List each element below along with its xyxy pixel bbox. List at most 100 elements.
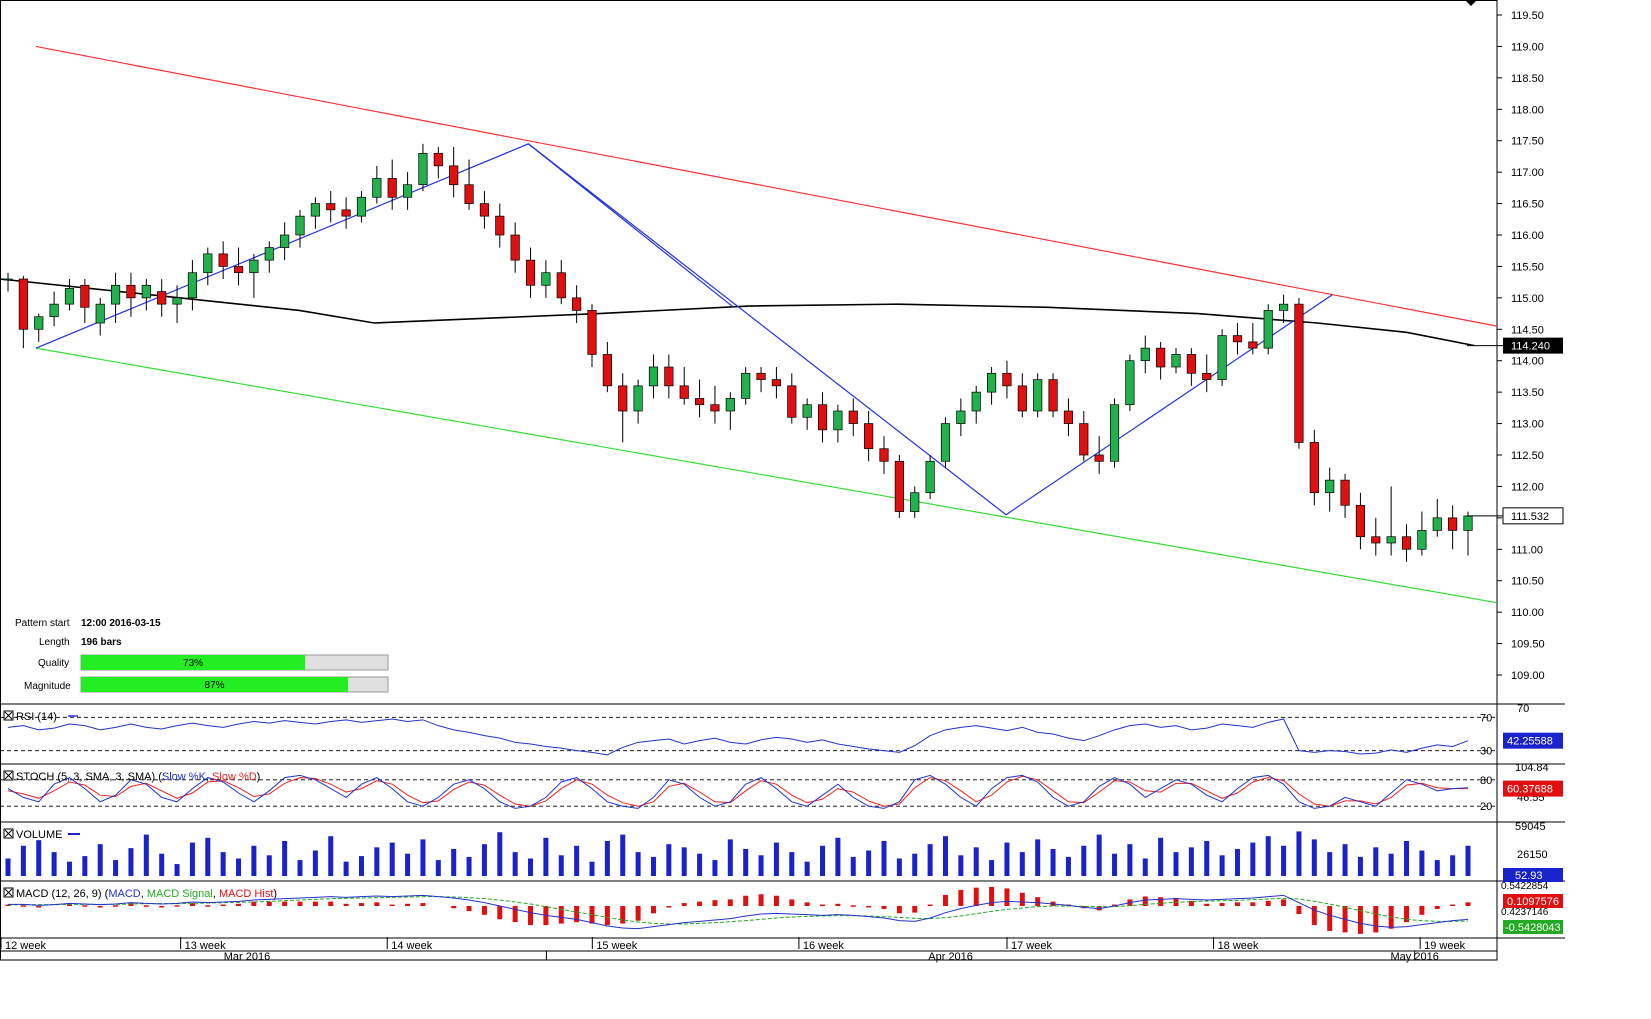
volume-bar bbox=[481, 844, 487, 876]
candle-body bbox=[403, 184, 413, 198]
price-tick-label: 112.50 bbox=[1511, 450, 1544, 462]
volume-bar bbox=[1173, 852, 1179, 876]
candle-body bbox=[233, 266, 244, 274]
candle-body bbox=[556, 272, 566, 299]
volume-bar bbox=[466, 856, 472, 876]
stoch-d-line bbox=[7, 775, 1468, 807]
volume-bar bbox=[251, 845, 257, 876]
volume-bar bbox=[942, 836, 948, 876]
candle bbox=[172, 285, 182, 323]
candle-body bbox=[1401, 536, 1412, 550]
candle-body bbox=[664, 366, 674, 387]
candle bbox=[418, 143, 428, 191]
macd-hist-bar bbox=[1404, 906, 1410, 923]
candle bbox=[264, 241, 274, 273]
quality-bar-fill bbox=[81, 655, 306, 670]
price-tick-label: 115.00 bbox=[1511, 293, 1544, 305]
candle bbox=[310, 197, 320, 229]
candle-body bbox=[1309, 442, 1319, 494]
volume-bar bbox=[528, 858, 534, 876]
candle-body bbox=[1294, 303, 1304, 443]
candle bbox=[710, 385, 720, 424]
volume-bar bbox=[1373, 847, 1379, 876]
volume-value-box bbox=[1503, 868, 1563, 882]
candle-body bbox=[987, 372, 997, 393]
candle-body bbox=[111, 284, 121, 305]
candle-body bbox=[971, 391, 981, 412]
candle-body bbox=[3, 278, 13, 281]
volume-bar bbox=[236, 858, 242, 876]
macd-line bbox=[8, 894, 1469, 930]
stoch-d-legend: Slow %D bbox=[212, 771, 257, 783]
macd-hist-bar bbox=[282, 901, 288, 906]
volume-bar bbox=[681, 847, 687, 876]
week-label: 13 week bbox=[185, 940, 226, 952]
candle-body bbox=[910, 492, 920, 512]
volume-bar bbox=[1296, 831, 1302, 876]
candle bbox=[49, 291, 59, 327]
month-label: Apr 2016 bbox=[928, 951, 973, 963]
volume-bar bbox=[666, 844, 672, 876]
candle bbox=[218, 241, 228, 279]
macd-hist-bar bbox=[1142, 896, 1148, 906]
candle bbox=[510, 222, 520, 273]
candle bbox=[157, 279, 167, 317]
candle-body bbox=[433, 152, 443, 167]
candle bbox=[1156, 341, 1166, 380]
price-tick-label: 110.00 bbox=[1511, 607, 1544, 619]
macd-signal-legend: MACD Signal bbox=[147, 888, 213, 900]
volume-bar bbox=[743, 848, 749, 876]
candle-body bbox=[894, 460, 904, 512]
candle bbox=[679, 367, 689, 405]
volume-bar bbox=[297, 860, 303, 876]
candle-body bbox=[387, 178, 397, 198]
candle-body bbox=[633, 385, 643, 412]
candle bbox=[341, 197, 351, 229]
candle-body bbox=[725, 398, 735, 412]
pattern-info-panel: Pattern start 12:00 2016-03-15 Length 196 b… bbox=[15, 618, 389, 693]
candle-body bbox=[126, 284, 136, 299]
candle bbox=[18, 275, 28, 349]
macd-hist-bar bbox=[1158, 897, 1164, 906]
volume-bar bbox=[343, 861, 349, 876]
macd-hist-bar bbox=[989, 886, 995, 906]
candle bbox=[356, 191, 367, 223]
candle-body bbox=[1048, 379, 1058, 412]
price-tick-label: 118.00 bbox=[1511, 104, 1544, 116]
volume-bar bbox=[912, 853, 918, 876]
candle-body bbox=[756, 372, 766, 380]
volume-bar bbox=[1465, 845, 1471, 876]
macd-hist-bar bbox=[743, 895, 749, 906]
stoch-level-label: 80 bbox=[1480, 775, 1492, 787]
volume-bar bbox=[1327, 852, 1333, 876]
volume-bar bbox=[727, 839, 733, 876]
macd-hist-bar bbox=[128, 903, 134, 906]
week-label: 19 week bbox=[1424, 940, 1465, 952]
week-label: 17 week bbox=[1011, 940, 1052, 952]
macd-hist-bar bbox=[866, 906, 872, 908]
week-label: 15 week bbox=[596, 940, 637, 952]
candle-body bbox=[741, 372, 751, 399]
macd-hist-bar bbox=[528, 906, 534, 926]
stoch-value-box bbox=[1503, 780, 1563, 797]
volume-bar bbox=[1158, 837, 1164, 876]
macd-hist-bar bbox=[1419, 906, 1425, 915]
candle-body bbox=[1171, 354, 1181, 368]
volume-bar bbox=[1404, 840, 1410, 876]
magnitude-label: Magnitude bbox=[24, 681, 71, 692]
macd-signal-value-box bbox=[1503, 920, 1563, 934]
macd-hist-bar bbox=[927, 904, 933, 907]
close-x-icon bbox=[4, 829, 13, 838]
macd-hist-bar bbox=[1234, 902, 1240, 906]
candle-body bbox=[18, 278, 28, 330]
candle-body bbox=[710, 404, 720, 412]
candle-body bbox=[1386, 536, 1396, 544]
magnitude-bar-fill bbox=[81, 677, 349, 692]
macd-axis-top: 0.5422854 bbox=[1501, 881, 1549, 892]
candle bbox=[1417, 511, 1427, 556]
macd-axis-mid: 0.4237146 bbox=[1501, 907, 1549, 918]
volume-bar bbox=[1434, 860, 1440, 876]
candle bbox=[449, 147, 459, 198]
